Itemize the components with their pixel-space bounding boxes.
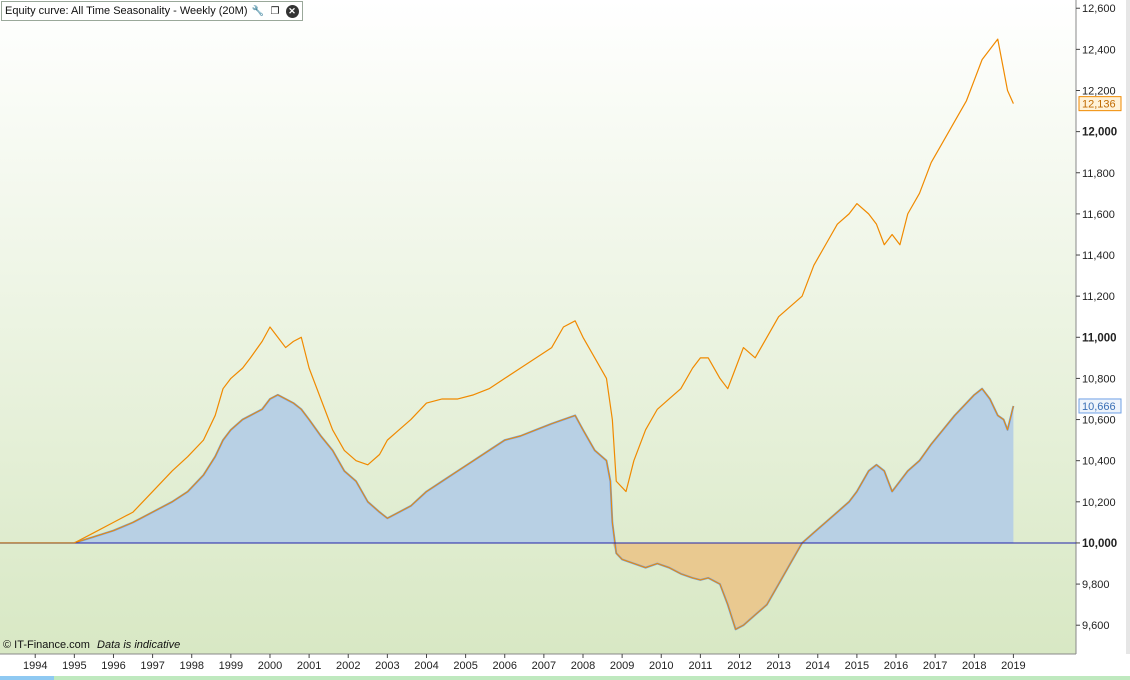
equity-line-group (0, 38, 1014, 544)
x-tick-label: 2006 (492, 660, 516, 672)
drawdown-area-group (0, 387, 1076, 631)
last-value-label: 10,666 (1082, 401, 1116, 413)
x-tick-label: 2019 (1001, 660, 1025, 672)
y-tick-label: 10,400 (1082, 456, 1116, 468)
y-tick-label: 10,800 (1082, 373, 1116, 385)
x-axis-panel (0, 654, 1076, 676)
x-tick-label: 2009 (610, 660, 634, 672)
y-tick-label: 12,200 (1082, 85, 1116, 97)
copyright-text: © IT-Finance.com (3, 639, 90, 651)
x-tick-label: 2004 (414, 660, 438, 672)
right-scrollbar[interactable] (1126, 0, 1130, 654)
y-tick-label: 11,800 (1082, 168, 1115, 180)
y-tick-label: 12,000 (1082, 127, 1117, 139)
y-axis-ticks: 9,600 9,800 10,000 10,200 10,400 10,600 10,800… (1076, 3, 1117, 632)
x-tick-label: 2014 (806, 660, 830, 672)
x-tick-label: 1997 (140, 660, 164, 672)
y-tick-label: 11,200 (1082, 291, 1115, 303)
y-tick-label: 11,400 (1082, 250, 1115, 262)
equity-line (0, 38, 1014, 544)
last-value-box (1078, 96, 1122, 112)
wrench-icon[interactable]: 🔧 (251, 5, 265, 17)
y-tick-label: 10,200 (1082, 497, 1116, 509)
indicative-note: Data is indicative (97, 639, 181, 651)
x-tick-label: 2000 (258, 660, 282, 672)
x-tick-label: 2015 (845, 660, 869, 672)
y-tick-label: 10,000 (1082, 538, 1117, 550)
x-tick-label: 2008 (571, 660, 595, 672)
y-tick-label: 12,400 (1082, 44, 1116, 56)
x-tick-label: 1996 (101, 660, 125, 672)
last-value-labels: 12,136 10,666 (1078, 96, 1122, 414)
x-tick-label: 2016 (884, 660, 908, 672)
drawdown-area-edge (0, 388, 1014, 630)
x-tick-label: 2018 (962, 660, 986, 672)
x-tick-label: 1995 (62, 660, 86, 672)
x-tick-label: 2002 (336, 660, 360, 672)
x-tick-label: 1999 (219, 660, 243, 672)
x-tick-label: 2011 (689, 660, 713, 672)
x-tick-label: 2003 (375, 660, 399, 672)
x-tick-label: 1994 (23, 660, 47, 672)
x-tick-label: 2017 (923, 660, 947, 672)
copyright-note: © IT-Finance.com Data is indicative (3, 639, 180, 651)
y-tick-label: 12,600 (1082, 3, 1116, 15)
x-axis-ticks: 1994 1995 1996 1997 1998 1999 2000 2001 2002 2003… (23, 654, 1026, 672)
y-tick-label: 11,000 (1082, 332, 1117, 344)
last-value-box (1078, 398, 1122, 414)
x-tick-label: 2007 (532, 660, 556, 672)
x-tick-label: 2005 (453, 660, 477, 672)
y-tick-label: 9,800 (1082, 579, 1110, 591)
y-tick-label: 9,600 (1082, 620, 1110, 632)
chart-title-bar: Equity curve: All Time Seasonality - Wee… (1, 1, 303, 21)
positive-area-fill (0, 388, 1014, 543)
x-tick-label: 2010 (649, 660, 673, 672)
close-icon[interactable]: ✕ (285, 4, 299, 18)
negative-area-fill (0, 542, 1014, 630)
bottom-tab[interactable] (0, 676, 54, 680)
restore-window-icon[interactable]: ❐ (270, 5, 280, 17)
last-value-label: 12,136 (1082, 99, 1116, 111)
x-tick-label: 1998 (179, 660, 203, 672)
x-tick-label: 2001 (297, 660, 321, 672)
y-tick-label: 10,600 (1082, 415, 1116, 427)
y-tick-label: 11,600 (1082, 209, 1115, 221)
bottom-status-strip (0, 676, 1130, 680)
x-tick-label: 2012 (727, 660, 751, 672)
chart-title: Equity curve: All Time Seasonality - Wee… (5, 5, 248, 17)
x-tick-label: 2013 (766, 660, 790, 672)
plot-background (0, 0, 1076, 654)
